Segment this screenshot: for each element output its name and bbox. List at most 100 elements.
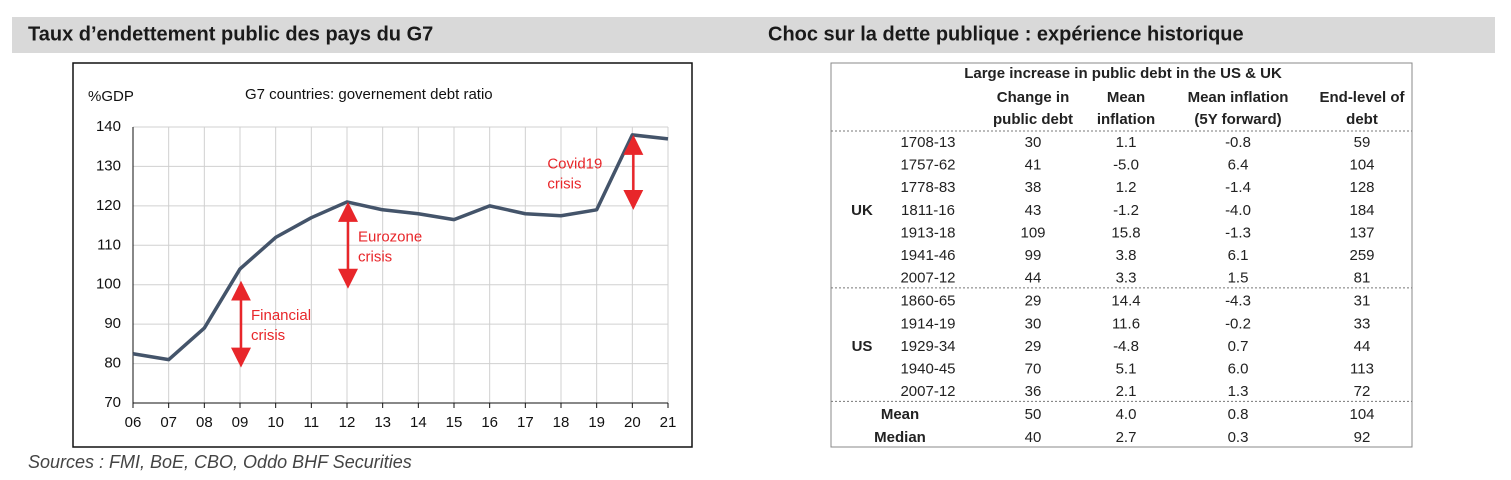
table-cell: 40	[1025, 429, 1042, 446]
heading-band	[12, 17, 1495, 53]
y-tick-label: 140	[96, 118, 121, 135]
table-cell: 59	[1354, 134, 1371, 151]
table-cell: 1860-65	[900, 293, 955, 310]
x-tick-label: 14	[410, 414, 427, 431]
summary-label: Mean	[881, 406, 919, 423]
table-cell: 128	[1349, 179, 1374, 196]
y-tick-label: 100	[96, 276, 121, 293]
table-cell: 104	[1349, 157, 1374, 174]
table-frame	[830, 62, 1413, 448]
table-cell: 113	[1350, 360, 1374, 377]
table-cell: 41	[1025, 157, 1042, 174]
annotation-text: Eurozone	[358, 228, 422, 245]
column-header: inflation	[1097, 111, 1155, 128]
heading-right: Choc sur la dette publique : expérience …	[768, 23, 1244, 45]
x-tick-label: 13	[374, 414, 391, 431]
table-cell: 15.8	[1111, 224, 1140, 241]
table-cell: 14.4	[1111, 293, 1140, 310]
heading-left: Taux d’endettement public des pays du G7	[28, 23, 433, 45]
x-tick-label: 11	[304, 414, 320, 431]
annotation-text: Covid19	[547, 155, 602, 172]
table-cell: 2.1	[1116, 383, 1137, 400]
table-cell: 4.0	[1116, 406, 1137, 423]
column-header: Mean inflation	[1188, 89, 1289, 106]
column-header: Mean	[1107, 89, 1145, 106]
table-cell: 259	[1349, 247, 1374, 264]
annotation-text: crisis	[547, 175, 581, 192]
series-line	[132, 133, 669, 362]
table-cell: 1913-18	[900, 224, 955, 241]
annotation-text: Financial	[251, 307, 311, 324]
table-cell: 1778-83	[900, 179, 955, 196]
x-tick-label: 16	[481, 414, 498, 431]
table-cell: 29	[1025, 338, 1042, 355]
x-tick-label: 10	[267, 414, 284, 431]
table-cell: 2.7	[1116, 429, 1137, 446]
table-cell: 33	[1354, 315, 1371, 332]
x-tick-label: 20	[624, 414, 641, 431]
column-header: debt	[1346, 111, 1378, 128]
chart-frame	[72, 62, 693, 448]
table-cell: 1811-16	[901, 202, 955, 219]
table-cell: 1708-13	[900, 134, 955, 151]
table-cell: 70	[1025, 360, 1042, 377]
x-tick-label: 12	[339, 414, 356, 431]
table-cell: 38	[1025, 179, 1042, 196]
table-cell: 2007-12	[900, 270, 955, 287]
table-cell: 109	[1020, 224, 1045, 241]
table-cell: -4.0	[1225, 202, 1251, 219]
table-cell: 0.8	[1228, 406, 1249, 423]
x-tick-label: 09	[232, 414, 249, 431]
table-cell: 0.3	[1228, 429, 1249, 446]
x-tick-label: 06	[125, 414, 142, 431]
table-cell: 1941-46	[900, 247, 955, 264]
x-tick-label: 21	[660, 414, 677, 431]
y-tick-label: 110	[97, 236, 121, 253]
table-cell: 30	[1025, 315, 1042, 332]
table-cell: 92	[1354, 429, 1371, 446]
table-cell: 11.6	[1112, 315, 1140, 332]
table-cell: 1.1	[1116, 134, 1137, 151]
table-cell: 1929-34	[900, 338, 955, 355]
table-cell: 50	[1025, 406, 1042, 423]
annotation-text: crisis	[358, 248, 392, 265]
table-cell: 81	[1354, 270, 1371, 287]
table-cell: -0.8	[1225, 134, 1251, 151]
y-tick-label: 130	[96, 157, 121, 174]
annotation-text: crisis	[251, 327, 285, 344]
table-cell: -1.3	[1225, 224, 1251, 241]
table-cell: 29	[1025, 293, 1042, 310]
table-cell: 30	[1025, 134, 1042, 151]
x-tick-label: 19	[588, 414, 605, 431]
group-label: UK	[851, 202, 873, 219]
column-header: (5Y forward)	[1194, 111, 1281, 128]
y-axis-label: %GDP	[88, 88, 134, 105]
table-cell: 0.7	[1228, 338, 1249, 355]
y-tick-label: 70	[104, 394, 121, 411]
table-cell: 1757-62	[900, 157, 955, 174]
table-cell: 184	[1349, 202, 1374, 219]
chart-title: G7 countries: governement debt ratio	[245, 86, 493, 103]
table-cell: -4.8	[1113, 338, 1139, 355]
table-cell: 2007-12	[900, 383, 955, 400]
column-header: End-level of	[1319, 89, 1405, 106]
group-label: US	[852, 338, 873, 355]
table-cell: 5.1	[1116, 360, 1137, 377]
y-tick-label: 90	[104, 315, 121, 332]
x-tick-label: 08	[196, 414, 213, 431]
summary-label: Median	[874, 429, 926, 446]
table-cell: 3.8	[1116, 247, 1137, 264]
table-cell: 137	[1349, 224, 1374, 241]
table-cell: 36	[1025, 383, 1042, 400]
table-cell: -4.3	[1225, 293, 1251, 310]
table-cell: 44	[1354, 338, 1371, 355]
table-cell: -1.2	[1113, 202, 1139, 219]
column-header: Change in	[997, 89, 1070, 106]
table-title: Large increase in public debt in the US …	[964, 65, 1282, 82]
table-cell: -0.2	[1225, 315, 1251, 332]
sources: Sources : FMI, BoE, CBO, Oddo BHF Securi…	[28, 452, 412, 472]
table-cell: 31	[1354, 293, 1371, 310]
table-cell: 6.4	[1228, 157, 1249, 174]
